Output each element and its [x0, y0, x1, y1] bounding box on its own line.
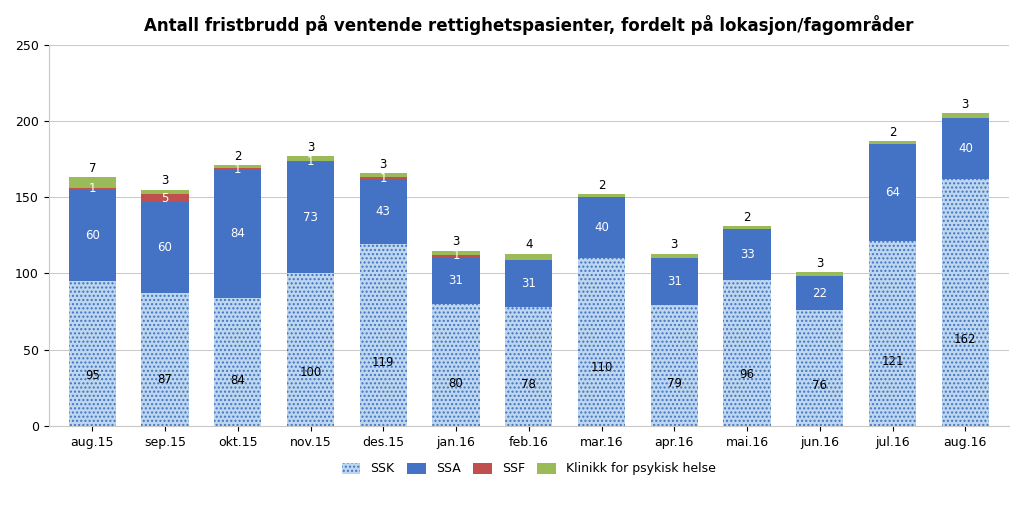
- Bar: [942, 179, 989, 426]
- Bar: [505, 260, 552, 307]
- Bar: [214, 165, 261, 168]
- Bar: [942, 113, 989, 118]
- Text: 3: 3: [162, 174, 169, 187]
- Bar: [505, 254, 552, 260]
- Text: 110: 110: [591, 361, 612, 373]
- Bar: [432, 255, 479, 256]
- Bar: [287, 273, 334, 426]
- Bar: [359, 179, 407, 245]
- Bar: [69, 281, 116, 426]
- Bar: [214, 170, 261, 298]
- Bar: [797, 310, 844, 426]
- Text: 96: 96: [739, 368, 755, 381]
- Text: 76: 76: [812, 379, 827, 392]
- Bar: [214, 298, 261, 426]
- Text: 3: 3: [307, 141, 314, 154]
- Text: 7: 7: [88, 162, 96, 175]
- Text: 1: 1: [234, 163, 242, 176]
- Bar: [359, 178, 407, 179]
- Text: 2: 2: [598, 179, 605, 192]
- Bar: [141, 202, 188, 293]
- Bar: [650, 258, 698, 305]
- Bar: [797, 272, 844, 277]
- Bar: [287, 156, 334, 161]
- Text: 3: 3: [380, 157, 387, 171]
- Text: 40: 40: [957, 142, 973, 155]
- Bar: [723, 226, 771, 229]
- Text: 100: 100: [299, 366, 322, 379]
- Text: 162: 162: [954, 333, 977, 346]
- Bar: [432, 256, 479, 304]
- Bar: [432, 251, 479, 255]
- Bar: [69, 188, 116, 189]
- Text: 2: 2: [743, 211, 751, 224]
- Text: 3: 3: [962, 98, 969, 111]
- Text: 2: 2: [889, 126, 896, 138]
- Bar: [359, 173, 407, 178]
- Bar: [723, 279, 771, 426]
- Text: 60: 60: [85, 229, 99, 242]
- Text: 84: 84: [230, 227, 245, 240]
- Text: 73: 73: [303, 211, 318, 225]
- Bar: [141, 194, 188, 202]
- Bar: [69, 178, 116, 188]
- Text: 87: 87: [158, 373, 172, 386]
- Text: 95: 95: [85, 369, 99, 381]
- Bar: [359, 245, 407, 426]
- Title: Antall fristbrudd på ventende rettighetspasienter, fordelt på lokasjon/fagområde: Antall fristbrudd på ventende rettighets…: [144, 15, 913, 35]
- Text: 78: 78: [521, 378, 537, 390]
- Bar: [578, 258, 626, 426]
- Bar: [869, 242, 916, 426]
- Text: 31: 31: [667, 275, 682, 288]
- Bar: [69, 189, 116, 281]
- Bar: [578, 194, 626, 197]
- Text: 5: 5: [162, 192, 169, 204]
- Text: 1: 1: [307, 155, 314, 168]
- Bar: [869, 141, 916, 144]
- Text: 4: 4: [525, 238, 532, 251]
- Bar: [723, 229, 771, 279]
- Legend: SSK, SSA, SSF, Klinikk for psykisk helse: SSK, SSA, SSF, Klinikk for psykisk helse: [337, 458, 721, 480]
- Text: 64: 64: [885, 186, 900, 199]
- Bar: [797, 277, 844, 310]
- Text: 31: 31: [521, 277, 537, 290]
- Text: 31: 31: [449, 274, 464, 287]
- Text: 3: 3: [816, 256, 823, 270]
- Text: 3: 3: [671, 238, 678, 251]
- Text: 3: 3: [453, 235, 460, 248]
- Bar: [650, 254, 698, 258]
- Bar: [141, 293, 188, 426]
- Text: 1: 1: [380, 172, 387, 185]
- Text: 2: 2: [234, 150, 242, 163]
- Bar: [505, 307, 552, 426]
- Text: 40: 40: [594, 221, 609, 234]
- Text: 121: 121: [882, 355, 904, 368]
- Bar: [287, 161, 334, 162]
- Bar: [141, 189, 188, 194]
- Bar: [869, 144, 916, 242]
- Text: 1: 1: [88, 182, 96, 195]
- Text: 60: 60: [158, 241, 172, 254]
- Text: 79: 79: [667, 377, 682, 390]
- Text: 84: 84: [230, 375, 245, 387]
- Text: 43: 43: [376, 205, 391, 218]
- Bar: [578, 197, 626, 258]
- Text: 119: 119: [372, 356, 394, 369]
- Bar: [650, 305, 698, 426]
- Text: 22: 22: [812, 287, 827, 300]
- Text: 80: 80: [449, 377, 464, 389]
- Text: 1: 1: [453, 250, 460, 262]
- Bar: [214, 168, 261, 170]
- Bar: [287, 162, 334, 273]
- Bar: [432, 304, 479, 426]
- Text: 33: 33: [739, 248, 755, 261]
- Bar: [942, 118, 989, 179]
